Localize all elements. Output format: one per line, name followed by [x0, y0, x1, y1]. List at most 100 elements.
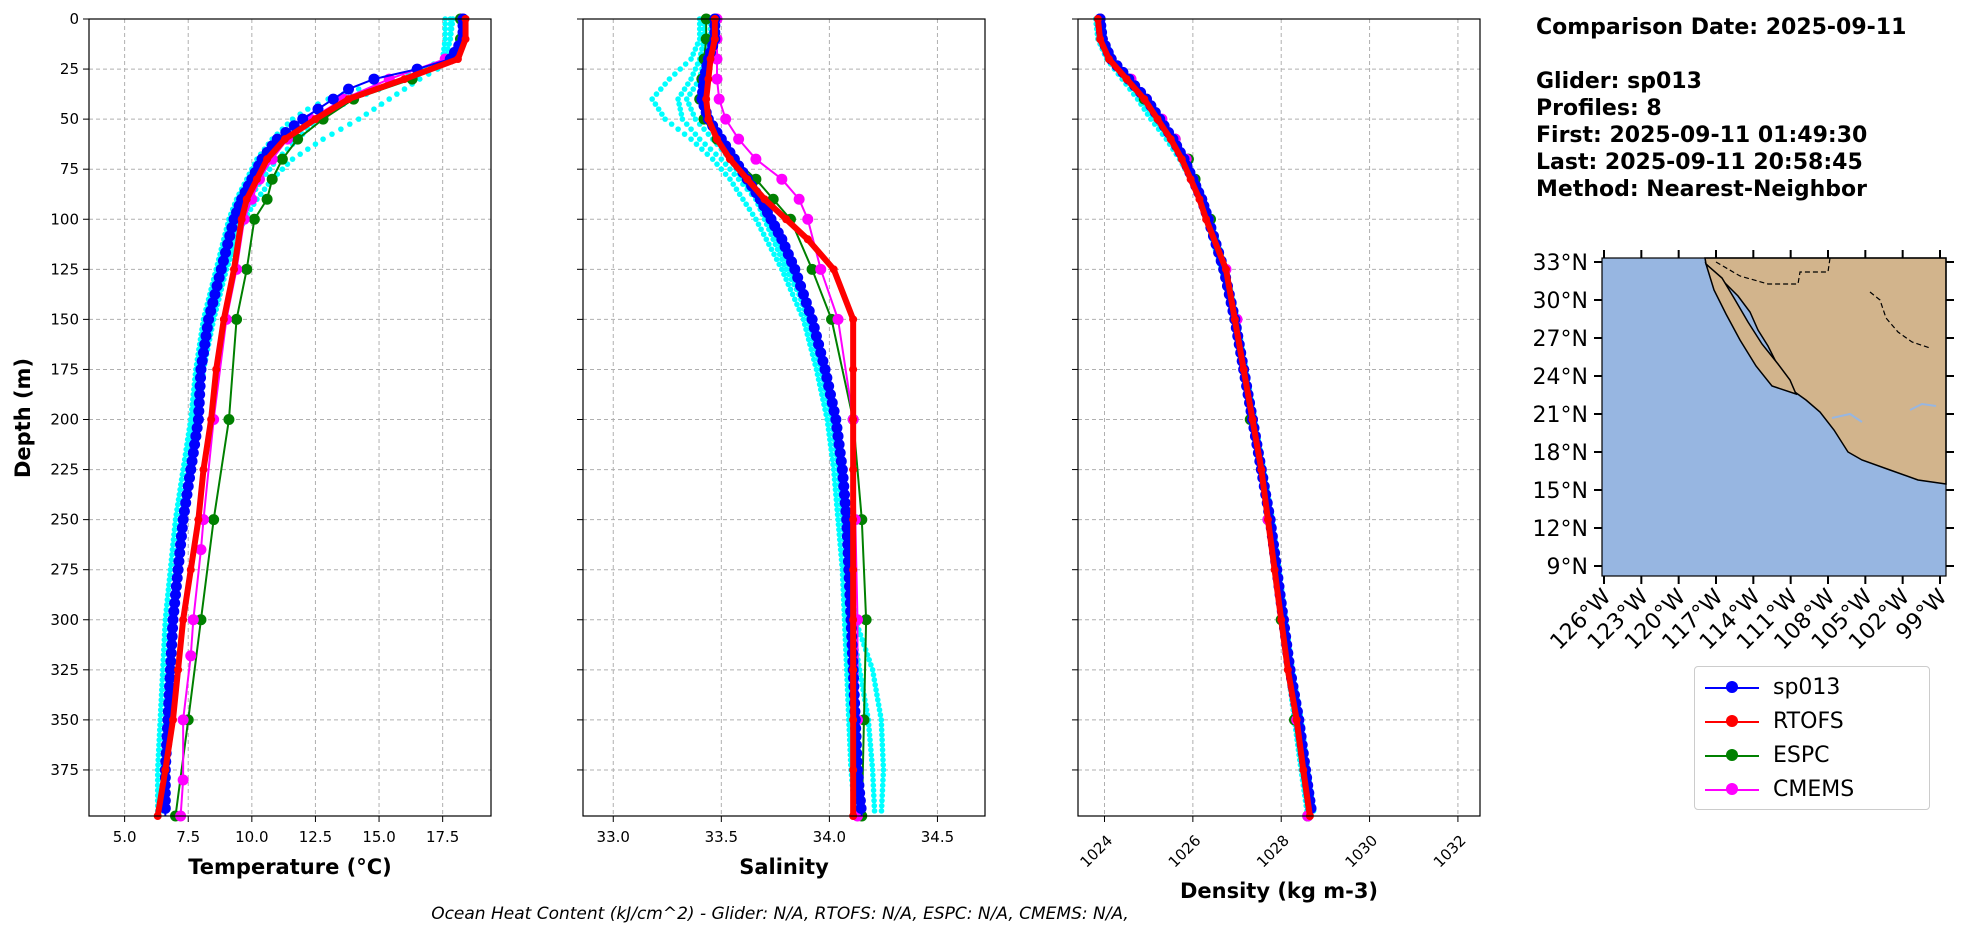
glider-profile-point	[836, 531, 843, 538]
series-point-rtofs	[743, 175, 752, 184]
series-line-rtofs	[154, 19, 469, 817]
series-point-rtofs	[1177, 155, 1186, 164]
glider-profile-point	[817, 386, 824, 393]
map-lat-label: 21°N	[1533, 403, 1588, 428]
series-point-rtofs	[1221, 265, 1230, 274]
series-point-sp013	[226, 222, 238, 234]
series-point-sp013	[789, 263, 801, 275]
glider-profile-point	[874, 692, 880, 698]
series-point-rtofs	[829, 265, 838, 274]
glider-profile-point	[879, 732, 885, 738]
glider-profile-point	[171, 526, 178, 533]
glider-profile-point	[868, 747, 874, 753]
series-point-espc	[241, 263, 253, 275]
series-point-sp013	[220, 247, 232, 259]
salinity-axes-frame	[582, 18, 986, 817]
x-tick-label: 12.5	[299, 828, 332, 846]
glider-profile-point	[835, 516, 841, 523]
glider-profile-point	[157, 707, 164, 713]
glider-profile-point	[828, 451, 835, 458]
series-point-sp013	[841, 530, 853, 542]
glider-profile-point	[690, 86, 697, 92]
glider-profile-point	[870, 787, 877, 794]
glider-profile-point	[866, 732, 873, 738]
glider-profile-point	[178, 481, 184, 488]
glider-profile-point	[702, 141, 708, 147]
glider-profile-point	[812, 361, 818, 368]
glider-profile-point	[169, 546, 176, 553]
series-point-sp013	[855, 802, 867, 814]
glider-profile-point	[774, 246, 781, 253]
glider-profile-point	[828, 446, 834, 453]
series-point-rtofs	[199, 465, 208, 474]
glider-profile-point	[736, 191, 743, 198]
glider-profile-point	[871, 797, 877, 804]
glider-profile-point	[172, 521, 178, 528]
glider-profile-point	[672, 71, 678, 77]
glider-profile-point	[692, 46, 699, 52]
glider-profile-point	[776, 251, 783, 258]
glider-profile-point	[873, 687, 879, 693]
glider-profile-point	[159, 677, 166, 683]
glider-profile-point	[878, 727, 885, 733]
glider-profile-point	[666, 76, 673, 82]
series-point-rtofs	[1122, 75, 1131, 84]
glider-profile-point	[838, 556, 845, 563]
glider-profile-point	[679, 116, 686, 122]
glider-profile-point	[1148, 116, 1154, 122]
glider-profile-point	[446, 41, 452, 47]
glider-profile-point	[681, 131, 688, 137]
series-point-sp013	[834, 447, 846, 459]
glider-profile-point	[800, 316, 807, 323]
legend-swatch-dot	[1726, 783, 1738, 795]
glider-profile-point	[879, 737, 885, 743]
glider-profile-point	[653, 91, 660, 97]
series-point-sp013	[797, 288, 809, 300]
glider-profile-point	[730, 181, 737, 188]
glider-profile-point	[760, 231, 767, 238]
glider-profile-point	[867, 742, 874, 748]
glider-profile-point	[394, 91, 400, 97]
series-point-sp013	[180, 497, 192, 509]
glider-profile-point	[165, 586, 172, 593]
glider-profile-point	[158, 687, 165, 693]
glider-profile-point	[355, 86, 362, 92]
glider-profile-point	[857, 631, 864, 638]
series-point-rtofs	[252, 175, 261, 184]
glider-profile-point	[879, 752, 886, 758]
series-point-sp013	[196, 355, 208, 367]
glider-profile-point	[677, 66, 684, 72]
glider-profile-point	[156, 742, 162, 748]
glider-profile-point	[875, 697, 881, 703]
glider-profile-point	[688, 76, 694, 82]
series-point-sp013	[368, 73, 380, 85]
glider-profile-point	[168, 561, 174, 568]
series-point-sp013	[194, 388, 206, 400]
glider-profile-point	[685, 81, 691, 87]
glider-profile-point	[789, 291, 796, 298]
series-point-sp013	[813, 338, 825, 350]
series-point-sp013	[164, 681, 176, 693]
series-point-espc	[195, 614, 207, 626]
series-point-rtofs	[1096, 35, 1105, 44]
map-river	[1909, 402, 1937, 411]
series-point-rtofs	[161, 765, 170, 774]
glider-profile-point	[378, 101, 385, 107]
series-point-sp013	[835, 455, 847, 467]
glider-profile-point	[871, 808, 878, 814]
glider-profile-point	[160, 657, 167, 663]
series-point-sp013	[815, 347, 827, 359]
series-point-rtofs	[849, 565, 858, 574]
series-point-sp013	[792, 272, 804, 284]
glider-profile-point	[771, 251, 777, 258]
glider-profile-point	[154, 777, 161, 783]
glider-profile-point	[821, 401, 827, 408]
glider-profile-point	[733, 186, 740, 193]
map-state-border	[1869, 291, 1931, 349]
legend-label: sp013	[1773, 675, 1841, 700]
series-point-rtofs	[706, 55, 715, 64]
series-point-sp013	[166, 639, 178, 651]
glider-profile-point	[827, 436, 833, 443]
glider-profile-point	[834, 511, 841, 518]
glider-profile-point	[869, 667, 876, 673]
